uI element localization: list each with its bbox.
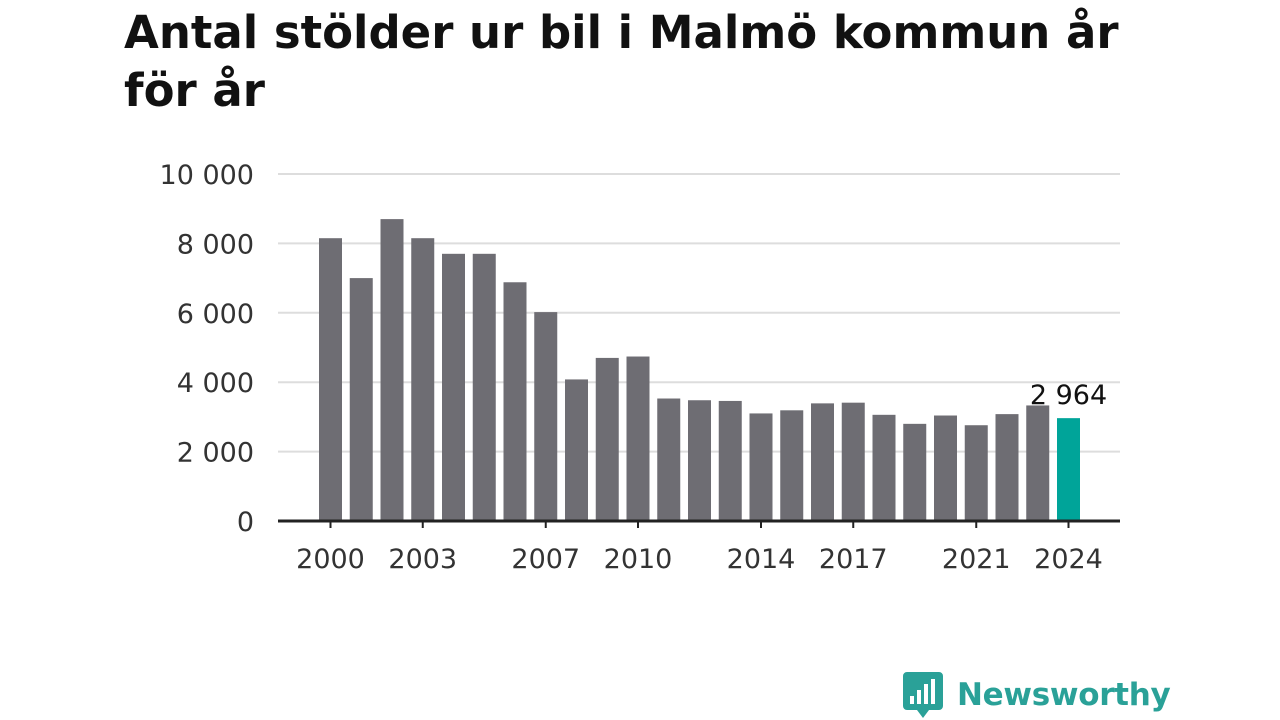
- x-tick-label: 2014: [727, 544, 796, 575]
- y-axis-ticks: 0 2 000 4 000 6 000 8 000 10 000: [160, 160, 254, 538]
- bar: [319, 238, 342, 521]
- bar: [472, 253, 496, 521]
- bar: [626, 356, 650, 521]
- bar: [934, 415, 957, 521]
- highlight-value-label: 2 964: [1030, 380, 1107, 411]
- x-tick-label: 2000: [296, 544, 365, 575]
- bar: [780, 410, 804, 521]
- x-tick-label: 2010: [604, 544, 673, 575]
- y-tick-label: 4 000: [177, 368, 254, 399]
- y-tick-label: 8 000: [177, 229, 254, 260]
- y-tick-label: 10 000: [160, 160, 254, 191]
- bar: [349, 278, 373, 521]
- bar: [872, 414, 896, 521]
- x-tick-label: 2024: [1034, 544, 1103, 575]
- bar: [411, 238, 435, 521]
- bar: [595, 357, 619, 521]
- y-tick-label: 0: [237, 507, 254, 538]
- bar: [657, 398, 681, 521]
- bar-chart-speech-bubble-icon: [903, 672, 943, 718]
- logo-text: Newsworthy: [957, 677, 1171, 713]
- bar-highlight: [1057, 418, 1080, 521]
- bar: [380, 219, 404, 522]
- bar: [442, 253, 465, 521]
- bar: [749, 413, 773, 521]
- bar: [903, 423, 927, 521]
- bar: [1026, 405, 1050, 521]
- bar: [688, 400, 711, 521]
- bars: [319, 219, 1080, 522]
- bar: [995, 414, 1019, 521]
- x-tick-label: 2021: [942, 544, 1011, 575]
- bar: [964, 425, 988, 521]
- x-tick-label: 2003: [388, 544, 457, 575]
- y-tick-label: 2 000: [177, 438, 254, 469]
- x-tick-label: 2007: [511, 544, 580, 575]
- bar: [718, 400, 742, 521]
- bar: [565, 379, 588, 521]
- bar: [503, 282, 527, 521]
- newsworthy-logo: Newsworthy: [903, 672, 1171, 718]
- y-tick-label: 6 000: [177, 299, 254, 330]
- bar: [841, 402, 865, 521]
- chart-title: Antal stölder ur bil i Malmö kommun år f…: [124, 6, 1119, 117]
- x-tick-label: 2017: [819, 544, 888, 575]
- x-axis-ticks: 2000 2003 2007 2010 2014 2017 2021 2024: [296, 521, 1103, 575]
- bar: [534, 312, 558, 521]
- bar: [811, 403, 834, 521]
